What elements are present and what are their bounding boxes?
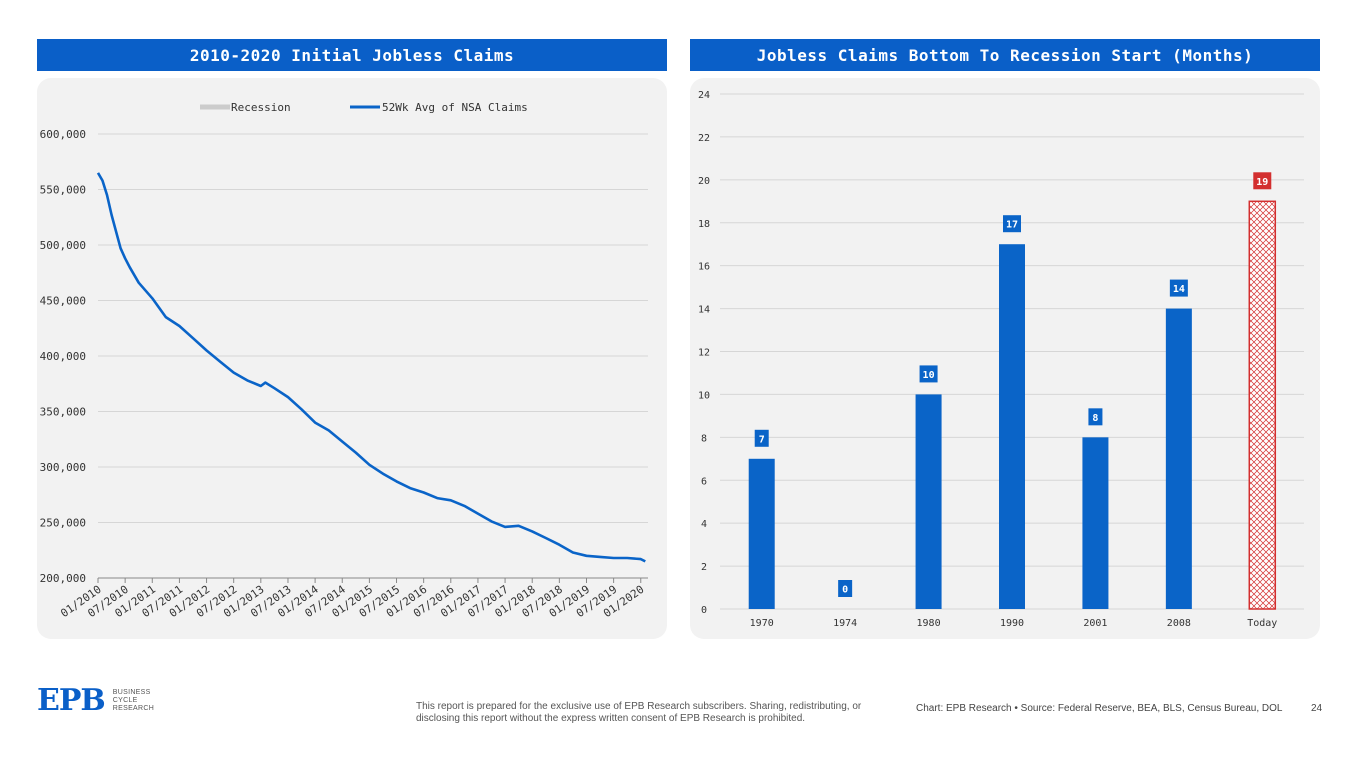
data-label-box	[838, 580, 853, 597]
data-label-box	[919, 365, 938, 383]
y-tick-label: 4	[701, 519, 707, 530]
bar-chart-panel: 0 2 4 6 8 10 12 14 16 18 20 22 24 7 1970 0 1974 10 1980 17 1…	[690, 78, 1320, 639]
y-tick-label: 10	[698, 390, 710, 401]
y-tick-label: 250,000	[40, 517, 86, 530]
data-label: 10	[923, 370, 935, 381]
y-tick-label: 22	[698, 133, 710, 144]
y-tick-label: 24	[698, 90, 710, 101]
logo-mark: EPB	[37, 683, 106, 718]
y-tick-label: 200,000	[40, 572, 86, 585]
footer-source: Chart: EPB Research • Source: Federal Re…	[916, 703, 1283, 714]
legend-recession-label: Recession	[231, 101, 291, 114]
x-category-label: 1974	[833, 618, 857, 629]
footer-disclaimer: This report is prepared for the exclusiv…	[416, 701, 862, 724]
data-label-box	[1003, 215, 1021, 233]
bar	[748, 458, 775, 609]
y-tick-label: 12	[698, 348, 710, 359]
data-label: 8	[1092, 413, 1098, 424]
x-category-label: 2008	[1167, 618, 1191, 629]
logo-line-2: CYCLE	[112, 697, 138, 704]
x-category-label: 1980	[917, 618, 941, 629]
bar-today	[1248, 200, 1277, 610]
bar-chart: 0246810121416182022247197001974101980171…	[698, 90, 1304, 629]
bar	[999, 244, 1025, 610]
bar	[1082, 437, 1109, 609]
line-chart: 200,000 250,000 300,000 350,000 400,000 450,0…	[40, 101, 648, 620]
logo-line-1: BUSINESS	[112, 689, 151, 696]
data-label: 19	[1256, 177, 1268, 188]
y-tick-label: 450,000	[40, 295, 86, 308]
y-tick-label: 400,000	[40, 350, 86, 363]
data-label-box	[1169, 279, 1188, 297]
y-tick-label: 14	[698, 305, 710, 316]
y-tick-label: 18	[698, 219, 710, 230]
y-tick-label: 300,000	[40, 461, 86, 474]
data-label: 17	[1006, 220, 1018, 231]
y-tick-label: 16	[698, 262, 710, 273]
y-tick-label: 2	[701, 562, 707, 573]
y-tick-label: 20	[698, 176, 710, 187]
x-category-label: 1990	[1000, 618, 1024, 629]
data-label-box	[754, 429, 769, 447]
y-tick-label: 500,000	[40, 239, 86, 252]
x-category-label: 1970	[750, 618, 774, 629]
legend-claims-label: 52Wk Avg of NSA Claims	[382, 101, 528, 114]
line-chart-panel: 200,000 250,000 300,000 350,000 400,000 450,0…	[37, 78, 667, 639]
y-tick-label: 0	[701, 605, 707, 616]
claims-series-line	[96, 172, 646, 563]
data-label-box	[1253, 172, 1272, 190]
bar	[915, 394, 942, 609]
data-label: 0	[842, 585, 848, 596]
y-tick-label: 6	[701, 476, 707, 487]
page-number: 24	[1311, 703, 1323, 714]
data-label-box	[1088, 408, 1103, 426]
data-label: 14	[1173, 284, 1185, 295]
x-category-label: Today	[1247, 618, 1277, 629]
data-label: 7	[759, 434, 765, 445]
y-tick-label: 550,000	[40, 184, 86, 197]
logo-line-3: RESEARCH	[112, 705, 155, 712]
y-tick-label: 350,000	[40, 406, 86, 419]
y-tick-label: 600,000	[40, 128, 86, 141]
epb-logo: EPB BUSINESS CYCLE RESEARCH	[37, 686, 154, 716]
y-tick-label: 8	[701, 433, 707, 444]
left-chart-title: 2010-2020 Initial Jobless Claims	[37, 39, 667, 71]
bar	[1165, 308, 1192, 609]
x-category-label: 2001	[1083, 618, 1107, 629]
logo-text: BUSINESS CYCLE RESEARCH	[113, 689, 154, 713]
right-chart-title: Jobless Claims Bottom To Recession Start…	[690, 39, 1320, 71]
